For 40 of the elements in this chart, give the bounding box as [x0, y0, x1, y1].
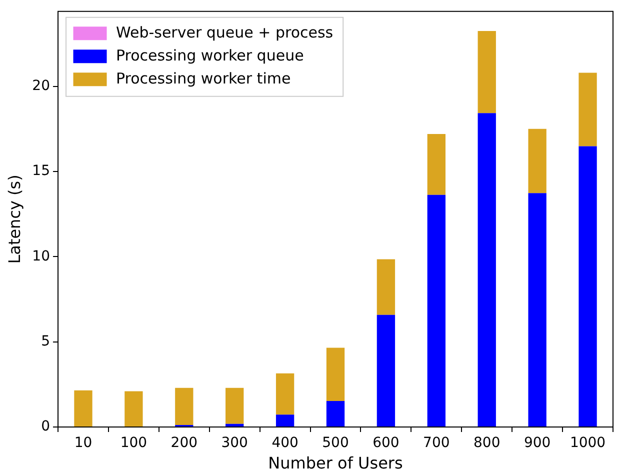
x-tick-label: 500	[322, 435, 349, 452]
x-axis-title: Number of Users	[268, 454, 403, 473]
bar	[578, 72, 597, 146]
bar	[326, 400, 345, 426]
bar	[276, 373, 294, 415]
bar	[376, 314, 396, 426]
bar	[427, 194, 446, 426]
bar	[175, 388, 194, 425]
bar	[528, 193, 546, 426]
x-tick-label: 1000	[570, 435, 606, 452]
x-tick-label: 10	[74, 435, 92, 452]
legend-label: Web-server queue + process	[116, 23, 334, 42]
bar	[276, 414, 294, 426]
x-tick-label: 600	[372, 435, 400, 452]
bar	[226, 424, 244, 426]
x-tick-label: 300	[221, 435, 248, 452]
y-tick-label: 5	[41, 333, 50, 350]
legend-label: Processing worker queue	[116, 46, 304, 64]
bar	[124, 391, 143, 426]
y-tick-label: 0	[41, 418, 50, 435]
x-tick-label: 700	[423, 435, 450, 452]
y-axis-title: Latency (s)	[4, 174, 24, 264]
bar	[326, 348, 345, 401]
bar	[226, 388, 244, 424]
legend-label: Processing worker time	[116, 69, 291, 88]
x-tick-label: 200	[170, 435, 198, 452]
y-tick-label: 20	[32, 78, 50, 94]
bar	[376, 259, 396, 315]
bar	[478, 30, 496, 114]
y-tick-label: 10	[32, 248, 50, 264]
x-tick-label: 900	[524, 435, 551, 452]
x-tick-label: 100	[120, 435, 148, 452]
bar	[578, 146, 597, 426]
y-tick-label: 15	[32, 163, 50, 180]
bar	[478, 113, 496, 426]
bar	[74, 390, 92, 426]
bar	[528, 128, 546, 194]
x-tick-label: 800	[474, 435, 500, 452]
bar	[427, 134, 446, 195]
x-tick-label: 400	[272, 435, 298, 452]
